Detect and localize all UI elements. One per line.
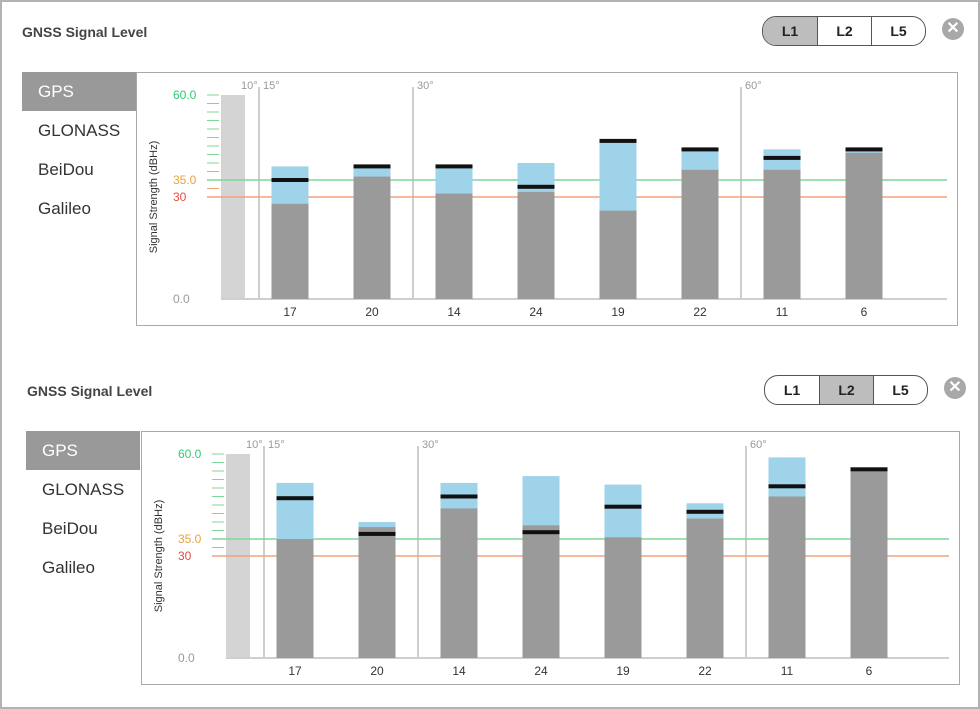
x-tick-label: 19: [611, 305, 625, 319]
bar-signal-base: [522, 525, 560, 658]
x-tick-label: 24: [534, 664, 548, 678]
bar-signal-base: [845, 152, 883, 299]
x-tick-label: 17: [288, 664, 302, 678]
elevation-label: 30°: [417, 80, 434, 92]
x-tick-label: 22: [693, 305, 707, 319]
elevation-label: 15°: [268, 439, 285, 451]
bar-marker: [358, 531, 396, 536]
bar-marker: [681, 147, 719, 152]
signal-chart: 10° 15° 30° 60° 60.0 35.0 30 0.0 Signal Strength…: [136, 72, 958, 326]
bar-signal-base: [517, 191, 555, 299]
constellation-beidou[interactable]: BeiDou: [42, 519, 98, 538]
x-tick-label: 6: [861, 305, 868, 319]
elevation-label: 60°: [745, 80, 762, 92]
panel-title: GNSS Signal Level: [27, 383, 153, 399]
bar-marker: [845, 147, 883, 152]
close-icon[interactable]: ✕: [944, 377, 966, 399]
bar-signal-base: [604, 537, 642, 658]
constellation-galileo[interactable]: Galileo: [42, 558, 95, 577]
band-l2-button[interactable]: L2: [819, 376, 873, 404]
bar-signal-base: [435, 193, 473, 299]
bar-signal-base: [763, 169, 801, 299]
bar-signal-base: [850, 471, 888, 658]
constellation-list: GPS GLONASS BeiDou Galileo: [22, 72, 136, 228]
bar-marker: [599, 138, 637, 143]
elevation-label: 60°: [750, 439, 767, 451]
band-selector: L1 L2 L5: [764, 375, 928, 405]
x-tick-label: 17: [283, 305, 297, 319]
y-axis-label: Signal Strength (dBHz): [153, 500, 165, 613]
y-tick-label: 35.0: [173, 173, 197, 187]
constellation-glonass[interactable]: GLONASS: [38, 121, 121, 140]
bar-signal-base: [276, 539, 314, 658]
y-axis-label: Signal Strength (dBHz): [148, 141, 160, 254]
chart-svg: 10° 15° 30° 60° 60.0 35.0 30 0.0 Signal Strength…: [153, 439, 949, 678]
constellation-list: GPS GLONASS BeiDou Galileo: [26, 431, 140, 587]
bar-signal-base: [440, 508, 478, 658]
y-tick-label: 35.0: [178, 532, 202, 546]
x-tick-label: 14: [447, 305, 461, 319]
band-l5-button[interactable]: L5: [871, 17, 925, 45]
y-tick-label: 0.0: [173, 292, 190, 306]
constellation-gps[interactable]: GPS: [22, 72, 136, 111]
y-tick-label: 30: [173, 190, 187, 204]
x-tick-label: 22: [698, 664, 712, 678]
close-icon[interactable]: ✕: [942, 18, 964, 40]
signal-panel-1: GNSS Signal Level L1 L2 L5 ✕ GPS GLONASS…: [2, 2, 978, 347]
bar-marker: [850, 467, 888, 472]
chart-svg: 10° 15° 30° 60° 60.0 35.0 30 0.0 Signal Strength…: [148, 80, 947, 319]
constellation-beidou[interactable]: BeiDou: [38, 160, 94, 179]
bar-signal-base: [358, 527, 396, 658]
elevation-label: 30°: [422, 439, 439, 451]
bar-marker: [604, 504, 642, 509]
bar-signal-base: [768, 496, 806, 658]
bar-marker: [522, 530, 560, 535]
bar-marker: [353, 164, 391, 169]
x-tick-label: 19: [616, 664, 630, 678]
bar-marker: [440, 494, 478, 499]
elevation-label: 10°: [246, 439, 263, 451]
signal-panel-2: GNSS Signal Level L1 L2 L5 ✕ GPS GLONASS…: [2, 361, 978, 706]
band-l5-button[interactable]: L5: [873, 376, 927, 404]
bar-signal-base: [681, 169, 719, 299]
constellation-glonass[interactable]: GLONASS: [42, 480, 125, 499]
bar-signal-base: [686, 518, 724, 658]
band-l2-button[interactable]: L2: [817, 17, 871, 45]
band-l1-button[interactable]: L1: [763, 17, 817, 45]
panel-title: GNSS Signal Level: [22, 24, 148, 40]
x-tick-label: 6: [866, 664, 873, 678]
bar-marker: [276, 496, 314, 501]
bar-marker: [768, 484, 806, 489]
band-selector: L1 L2 L5: [762, 16, 926, 46]
x-tick-label: 20: [370, 664, 384, 678]
elevation-label: 15°: [263, 80, 280, 92]
y-tick-label: 60.0: [173, 88, 197, 102]
signal-chart: 10° 15° 30° 60° 60.0 35.0 30 0.0 Signal Strength…: [141, 431, 960, 685]
x-tick-label: 11: [781, 664, 794, 678]
bar-signal-base: [599, 210, 637, 299]
constellation-gps[interactable]: GPS: [26, 431, 140, 470]
x-tick-label: 14: [452, 664, 466, 678]
bar-marker: [435, 164, 473, 169]
bar-marker: [763, 155, 801, 160]
elevation-label: 10°: [241, 80, 258, 92]
bar-signal-base: [271, 203, 309, 299]
band-l1-button[interactable]: L1: [783, 382, 801, 398]
x-tick-label: 24: [529, 305, 543, 319]
bar-marker: [271, 178, 309, 182]
y-tick-label: 0.0: [178, 651, 195, 665]
x-tick-label: 20: [365, 305, 379, 319]
y-tick-label: 60.0: [178, 447, 202, 461]
x-tick-label: 11: [776, 305, 789, 319]
bar-marker: [686, 509, 724, 514]
constellation-galileo[interactable]: Galileo: [38, 199, 91, 218]
bar-signal-base: [353, 176, 391, 299]
bar-marker: [517, 184, 555, 189]
y-tick-label: 30: [178, 549, 192, 563]
